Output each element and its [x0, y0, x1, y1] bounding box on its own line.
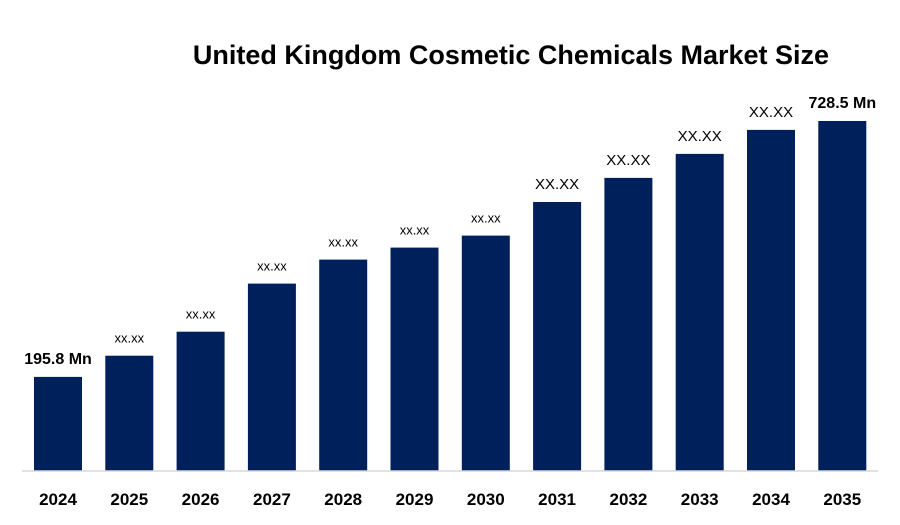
bar-2024 — [34, 376, 82, 471]
x-tick-label: 2024 — [39, 490, 77, 509]
bar-2026 — [176, 331, 225, 471]
data-label: xx.xx — [400, 223, 430, 238]
bar-2027 — [247, 283, 296, 471]
x-tick-label: 2034 — [752, 490, 790, 509]
x-tick-label: 2035 — [823, 490, 861, 509]
data-label: XX.XX — [749, 104, 793, 121]
x-tick-label: 2027 — [253, 490, 291, 509]
bar-2028 — [319, 259, 368, 471]
data-label: 195.8 Mn — [24, 351, 92, 368]
bars-group — [34, 121, 867, 471]
x-tick-label: 2033 — [681, 490, 719, 509]
data-labels: 195.8 Mn xx.xx xx.xx xx.xx xx.xx xx.xx xx.xx XX… — [24, 95, 876, 368]
bar-2032 — [604, 177, 653, 471]
bar-2031 — [533, 202, 582, 471]
bar-2030 — [461, 235, 510, 471]
x-tick-label: 2032 — [609, 490, 647, 509]
x-tick-label: 2030 — [467, 490, 505, 509]
data-label: xx.xx — [257, 259, 287, 274]
data-label: xx.xx — [328, 235, 358, 250]
x-tick-label: 2025 — [110, 490, 148, 509]
bar-2025 — [105, 355, 154, 471]
bar-2033 — [675, 153, 724, 471]
x-tick-labels: 2024 2025 2026 2027 2028 2029 2030 2031 2032 2033… — [39, 490, 861, 509]
bar-2034 — [747, 129, 795, 471]
data-label: xx.xx — [114, 331, 144, 346]
data-label: xx.xx — [186, 307, 216, 322]
x-tick-label: 2029 — [396, 490, 434, 509]
bar-2035 — [818, 121, 867, 471]
data-label: XX.XX — [535, 176, 579, 193]
data-label: XX.XX — [606, 152, 650, 169]
data-label: XX.XX — [678, 128, 722, 145]
chart-title: United Kingdom Cosmetic Chemicals Market… — [193, 40, 829, 70]
x-tick-label: 2026 — [182, 490, 220, 509]
data-label: xx.xx — [471, 211, 501, 226]
x-tick-label: 2028 — [324, 490, 362, 509]
data-label: 728.5 Mn — [809, 95, 877, 112]
bar-2029 — [390, 247, 439, 471]
x-tick-label: 2031 — [538, 490, 576, 509]
